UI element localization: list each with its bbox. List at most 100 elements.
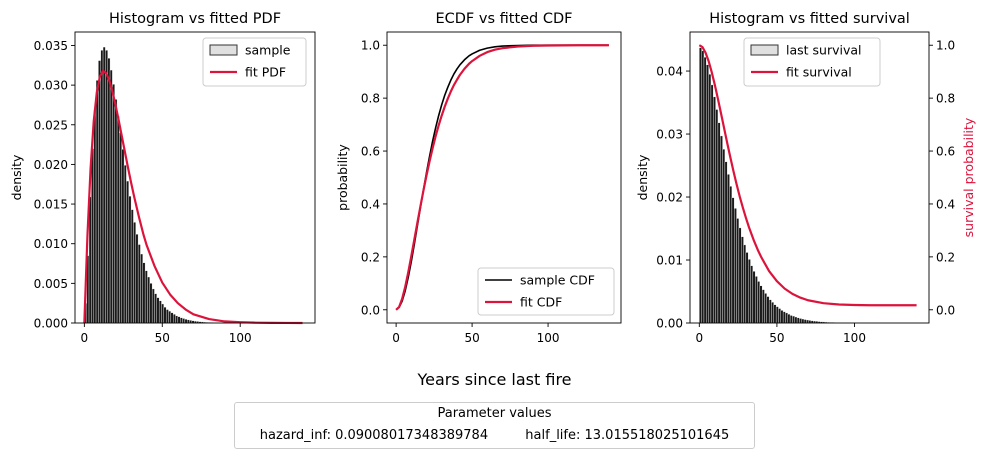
histogram-bar: [741, 237, 743, 323]
histogram-bar: [171, 313, 173, 323]
histogram-bar: [91, 149, 93, 323]
histogram-bar: [169, 311, 171, 323]
histogram-bar: [180, 318, 182, 323]
y-tick-label: 0.01: [656, 254, 683, 268]
histogram-bar: [138, 245, 140, 323]
chart-title: Histogram vs fitted survival: [709, 11, 910, 27]
histogram-bar: [159, 301, 161, 323]
histogram-bar: [101, 50, 103, 323]
histogram-bar: [154, 294, 156, 323]
y-tick-label: 0.00: [656, 317, 683, 331]
histogram-bar: [98, 61, 100, 323]
legend-label: last survival: [786, 43, 862, 58]
histogram-bar: [723, 149, 725, 323]
histogram-bar: [720, 136, 722, 323]
histogram-bar: [164, 307, 166, 323]
param-hazard-inf: hazard_inf: 0.09008017348389784: [260, 428, 488, 443]
histogram-bar: [145, 271, 147, 323]
histogram-bar: [739, 228, 741, 323]
histogram-bar: [762, 290, 764, 323]
histogram-bar: [183, 318, 185, 323]
y-tick-label: 0.000: [34, 317, 68, 331]
histogram-bar: [143, 263, 145, 323]
right-y-axis-label: survival probability: [961, 117, 976, 237]
histogram-bar: [150, 283, 152, 323]
parameter-values-row: hazard_inf: 0.09008017348389784 half_lif…: [235, 428, 754, 443]
y-axis-label: probability: [335, 144, 350, 211]
histogram-bar: [178, 317, 180, 323]
histogram-bar: [161, 304, 163, 323]
histogram-bar: [751, 266, 753, 323]
histogram-bar: [117, 116, 119, 323]
histogram-bar: [725, 162, 727, 323]
histogram-bar: [732, 198, 734, 323]
histogram-bar: [126, 181, 128, 323]
histogram-bar: [94, 110, 96, 323]
histogram-bar: [173, 314, 175, 323]
histogram-bar: [108, 58, 110, 323]
y-tick-label: 0.2: [361, 250, 380, 264]
chart-title: Histogram vs fitted PDF: [109, 11, 281, 27]
y-tick-label: 0.030: [34, 79, 68, 93]
histogram-bar: [706, 65, 708, 323]
histogram-bar: [105, 50, 107, 323]
y-tick-label: 0.04: [656, 65, 683, 79]
parameter-values-box: Parameter values hazard_inf: 0.090080173…: [234, 402, 755, 449]
histogram-bar: [122, 149, 124, 323]
histogram-bar: [795, 317, 797, 323]
histogram-bar: [806, 320, 808, 323]
figure-x-label: Years since last fire: [0, 370, 989, 389]
y-tick-label: 0.035: [34, 39, 68, 53]
y-tick-label: 0.0: [361, 303, 380, 317]
histogram-bar: [760, 286, 762, 323]
histogram-bar: [711, 85, 713, 323]
histogram-bar: [131, 210, 133, 323]
right-y-tick-label: 1.0: [936, 39, 955, 53]
histogram-bar: [727, 174, 729, 323]
histogram-bar: [748, 259, 750, 323]
x-tick-label: 100: [537, 331, 560, 345]
right-y-tick-label: 0.0: [936, 303, 955, 317]
histogram-bar: [788, 314, 790, 323]
legend-swatch: [210, 45, 237, 55]
histogram-bar: [96, 80, 98, 323]
histogram-bar: [110, 70, 112, 323]
histogram-bar: [799, 318, 801, 323]
x-tick-label: 50: [155, 331, 170, 345]
histogram-bar: [737, 218, 739, 323]
histogram-bar: [804, 320, 806, 323]
histogram-bar: [709, 74, 711, 323]
legend-label: fit CDF: [520, 295, 562, 310]
histogram-bar: [755, 276, 757, 323]
x-tick-label: 100: [229, 331, 252, 345]
parameter-values-title: Parameter values: [235, 406, 754, 421]
y-axis-label: density: [635, 154, 650, 200]
histogram-bar: [797, 318, 799, 323]
histogram-bar: [778, 309, 780, 323]
y-tick-label: 0.015: [34, 198, 68, 212]
histogram-bar: [716, 109, 718, 323]
histogram-bar: [699, 48, 701, 323]
histogram-bar: [734, 208, 736, 323]
histogram-bar: [166, 310, 168, 323]
histogram-bar: [176, 316, 178, 323]
histogram-bar: [119, 133, 121, 323]
y-tick-label: 0.005: [34, 277, 68, 291]
right-y-tick-label: 0.8: [936, 92, 955, 106]
histogram-bar: [769, 300, 771, 323]
y-tick-label: 0.025: [34, 118, 68, 132]
histogram-bar: [802, 319, 804, 323]
y-tick-label: 0.8: [361, 92, 380, 106]
histogram-bar: [112, 84, 114, 323]
y-tick-label: 0.02: [656, 191, 683, 205]
x-tick-label: 50: [769, 331, 784, 345]
x-tick-label: 0: [695, 331, 703, 345]
